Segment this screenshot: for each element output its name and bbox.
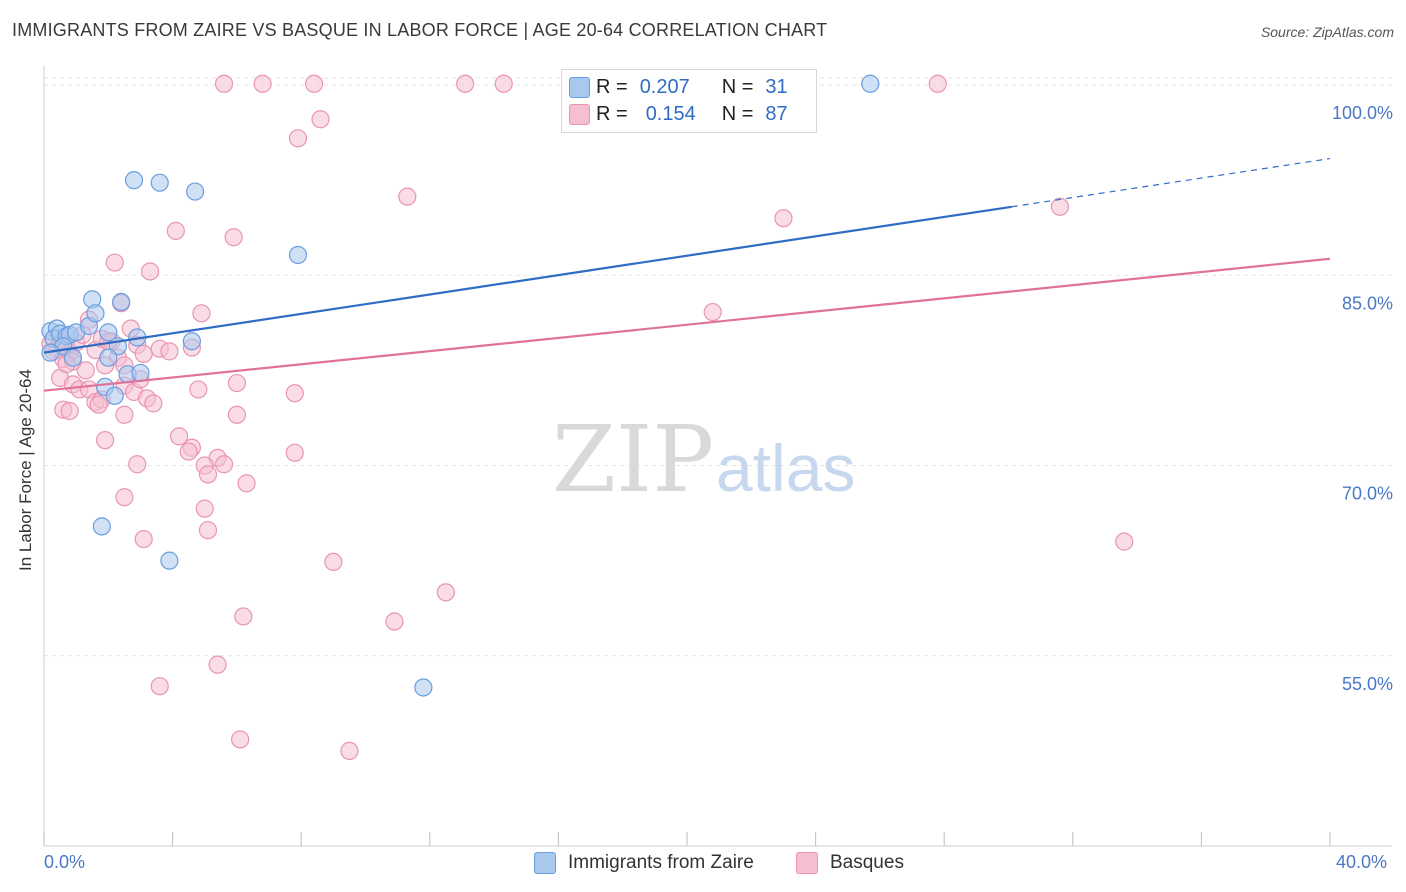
y-tick-label: 55.0% xyxy=(1342,674,1393,694)
watermark-zip: ZIP xyxy=(552,406,714,513)
stats-box: R = 0.207 N = 31 R = 0.154 N = 87 xyxy=(561,69,817,133)
data-point-zaire xyxy=(150,173,169,192)
source-credit: Source: ZipAtlas.com xyxy=(1260,24,1394,40)
data-point-basques xyxy=(89,395,108,414)
legend-item-basques[interactable]: Basques xyxy=(796,852,904,874)
data-point-basques xyxy=(192,304,211,323)
legend: Immigrants from Zaire Basques xyxy=(0,852,1406,878)
data-point-basques xyxy=(208,655,227,674)
stats-r-label: R = xyxy=(596,75,628,98)
x-tick-label-min: 0.0% xyxy=(44,852,86,872)
data-point-basques xyxy=(95,431,115,450)
data-point-basques xyxy=(179,442,198,461)
data-point-basques xyxy=(703,302,722,322)
data-point-basques xyxy=(169,427,189,446)
legend-swatch-zaire xyxy=(534,852,556,874)
data-point-zaire xyxy=(182,332,201,351)
data-point-basques xyxy=(214,74,234,93)
data-point-basques xyxy=(234,607,253,626)
data-point-basques xyxy=(340,741,359,760)
data-point-basques xyxy=(128,455,147,474)
data-point-zaire xyxy=(92,517,111,536)
y-tick-label: 100.0% xyxy=(1332,103,1393,123)
stats-n-value: 31 xyxy=(765,75,788,98)
data-point-basques xyxy=(288,129,308,148)
data-point-basques xyxy=(253,74,272,93)
data-point-zaire xyxy=(124,171,144,190)
data-point-basques xyxy=(398,187,417,206)
data-point-basques xyxy=(60,401,79,421)
data-point-basques xyxy=(494,74,513,93)
data-point-zaire xyxy=(160,551,179,570)
data-point-zaire xyxy=(861,74,880,93)
data-point-zaire xyxy=(414,678,433,697)
data-point-basques xyxy=(198,521,218,540)
data-point-basques xyxy=(150,677,169,696)
y-tick-label: 70.0% xyxy=(1342,484,1393,504)
stats-n-label: N = xyxy=(721,75,754,98)
data-point-basques xyxy=(227,405,246,424)
trend-line-basques xyxy=(43,257,1331,392)
data-point-basques xyxy=(324,552,343,572)
data-point-basques xyxy=(285,443,304,462)
legend-item-zaire[interactable]: Immigrants from Zaire xyxy=(534,852,754,874)
data-point-zaire xyxy=(186,182,205,201)
data-point-basques xyxy=(237,474,256,493)
stats-row-basques: R = 0.154 N = 87 xyxy=(569,101,788,127)
data-point-zaire xyxy=(99,323,118,342)
data-point-basques xyxy=(436,583,455,602)
data-point-basques xyxy=(195,499,214,518)
data-point-basques xyxy=(105,253,124,272)
stats-n-value: 87 xyxy=(765,102,788,125)
data-point-basques xyxy=(115,405,134,424)
data-point-basques xyxy=(76,361,95,380)
data-point-basques xyxy=(140,262,160,281)
data-point-basques xyxy=(928,74,947,93)
legend-label-zaire: Immigrants from Zaire xyxy=(568,852,754,873)
data-point-zaire xyxy=(99,348,118,367)
data-point-basques xyxy=(160,342,179,361)
x-tick-label-max: 40.0% xyxy=(1336,852,1388,872)
data-point-basques xyxy=(231,730,250,749)
legend-swatch-basques xyxy=(796,852,818,874)
y-tick-label: 85.0% xyxy=(1342,293,1393,313)
legend-label-basques: Basques xyxy=(830,852,904,873)
stats-swatch-zaire xyxy=(569,77,590,98)
trend-line-zaire xyxy=(43,205,1012,354)
stats-r-value: 0.154 xyxy=(645,102,696,125)
data-point-basques xyxy=(1115,532,1134,551)
data-point-basques xyxy=(774,209,793,228)
data-point-basques xyxy=(134,344,153,364)
data-point-basques xyxy=(224,228,243,247)
stats-r-label: R = xyxy=(596,102,628,125)
data-point-basques xyxy=(144,394,163,413)
data-point-basques xyxy=(214,455,234,474)
data-point-zaire xyxy=(105,386,124,405)
data-point-basques xyxy=(166,221,185,240)
watermark-atlas: atlas xyxy=(716,431,855,505)
data-point-zaire xyxy=(112,292,131,312)
data-point-basques xyxy=(456,74,475,93)
stats-n-label: N = xyxy=(721,102,754,125)
data-point-zaire xyxy=(131,363,150,383)
data-point-zaire xyxy=(86,304,105,323)
data-point-basques xyxy=(198,465,218,484)
data-point-basques xyxy=(227,373,246,393)
stats-swatch-basques xyxy=(569,104,590,125)
data-point-basques xyxy=(134,529,153,549)
data-point-zaire xyxy=(288,245,308,265)
data-point-basques xyxy=(189,380,208,399)
trend-line-extension-zaire xyxy=(1011,157,1331,208)
data-point-zaire xyxy=(63,348,83,367)
data-point-basques xyxy=(115,488,134,507)
data-point-basques xyxy=(1050,197,1070,216)
data-point-basques xyxy=(304,74,324,93)
chart-title: IMMIGRANTS FROM ZAIRE VS BASQUE IN LABOR… xyxy=(12,20,828,40)
stats-r-value: 0.207 xyxy=(639,75,690,98)
data-point-basques xyxy=(385,612,404,631)
data-point-basques xyxy=(311,110,330,129)
stats-row-zaire: R = 0.207 N = 31 xyxy=(569,74,788,100)
data-point-basques xyxy=(285,384,304,403)
